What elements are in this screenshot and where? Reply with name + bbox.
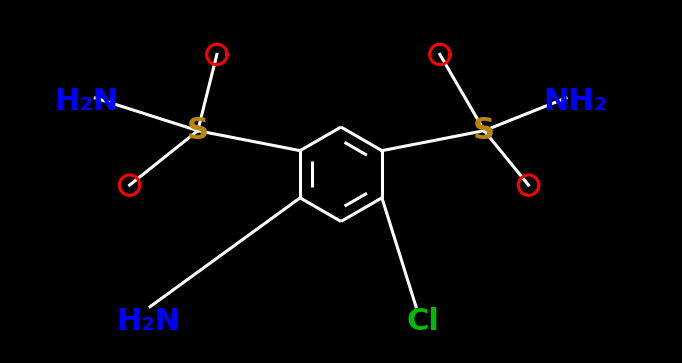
- Text: H₂N: H₂N: [55, 87, 119, 116]
- Text: Cl: Cl: [406, 307, 439, 336]
- Text: H₂N: H₂N: [116, 307, 180, 336]
- Text: S: S: [187, 116, 209, 145]
- Text: NH₂: NH₂: [543, 87, 607, 116]
- Text: S: S: [473, 116, 495, 145]
